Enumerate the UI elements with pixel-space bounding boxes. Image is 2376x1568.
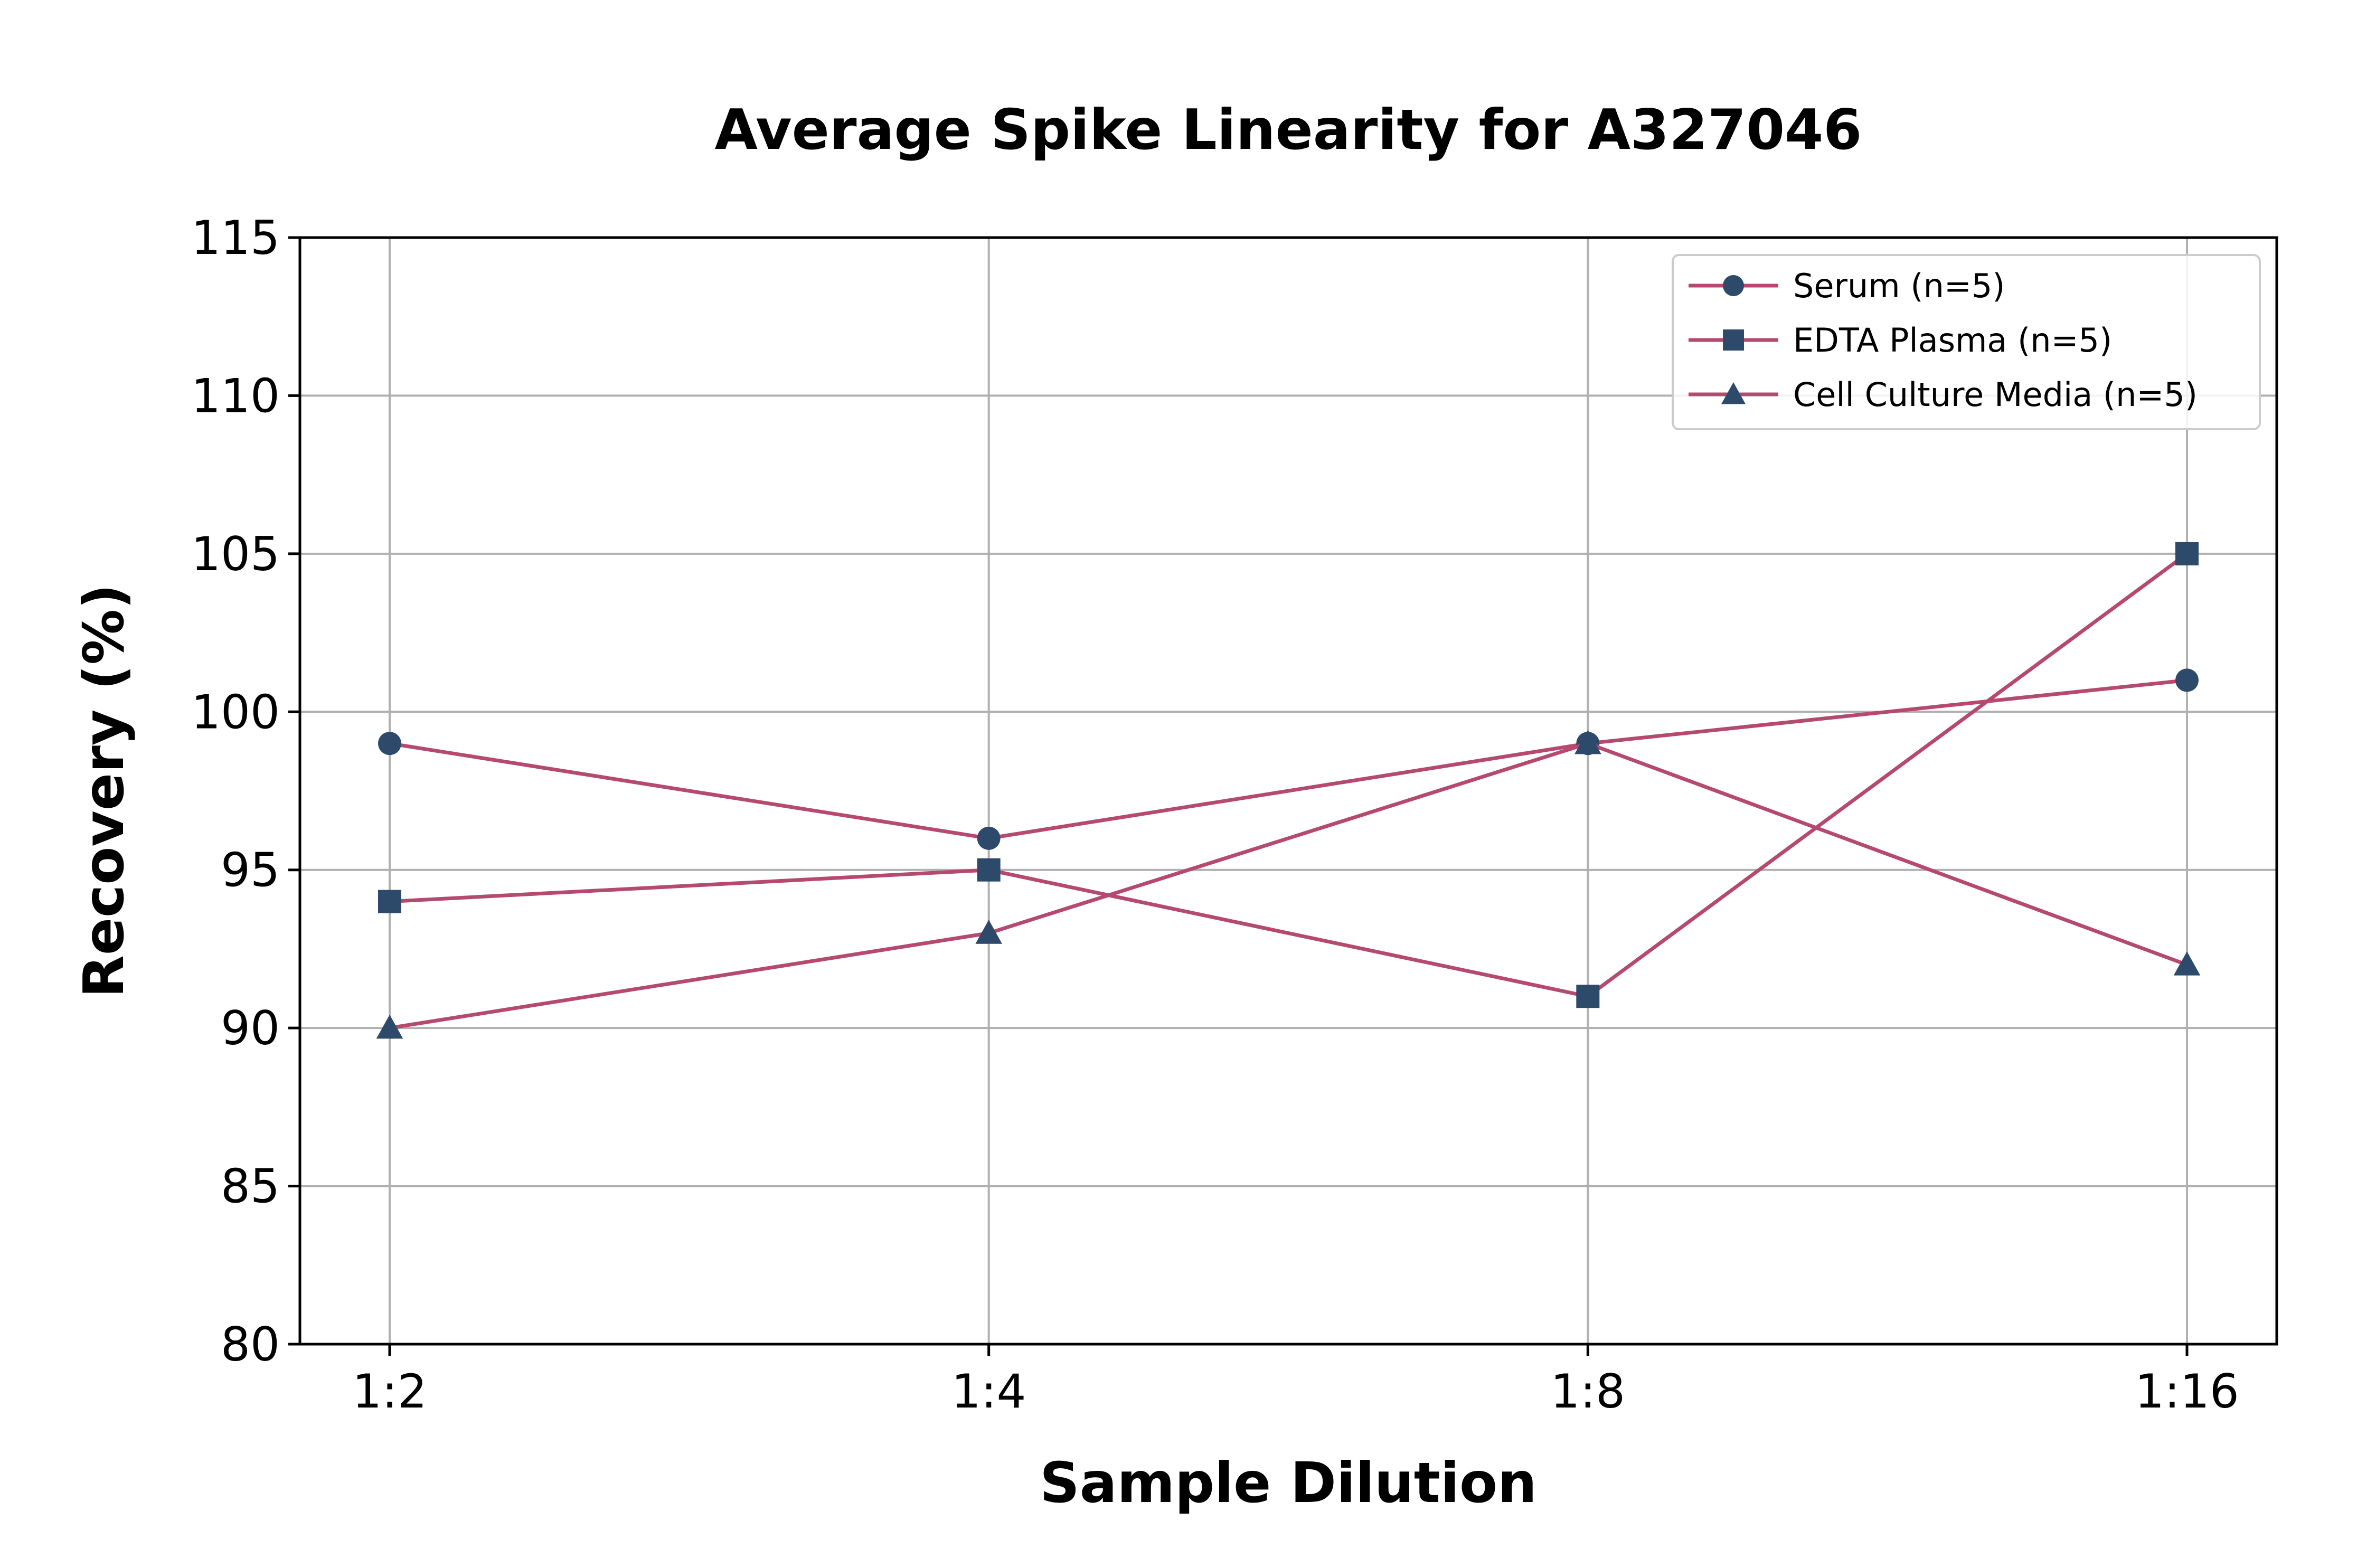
data-point	[378, 732, 401, 755]
series-2	[376, 730, 2201, 1039]
x-tick-label: 1:16	[2135, 1364, 2239, 1419]
data-point	[1574, 730, 1601, 754]
y-tick-label: 80	[221, 1317, 280, 1372]
y-tick-label: 95	[221, 843, 280, 898]
legend-entry: EDTA Plasma (n=5)	[1689, 321, 2112, 360]
x-axis-label: Sample Dilution	[1040, 1451, 1537, 1515]
legend-entry: Serum (n=5)	[1689, 267, 2005, 305]
series-line	[389, 741, 2188, 1030]
y-tick-label: 100	[191, 685, 280, 739]
y-tick-label: 110	[191, 369, 280, 423]
x-tick-label: 1:8	[1551, 1364, 1626, 1419]
data-point	[1576, 985, 1600, 1008]
chart-title: Average Spike Linearity for A327046	[715, 98, 1862, 162]
data-point	[378, 890, 401, 913]
x-tick-label: 1:4	[951, 1364, 1026, 1419]
axis-ticks: 80 85 90 95 100 105 110 115 1:2 1:4 1:8 1:16	[191, 211, 2239, 1419]
data-point	[2175, 668, 2199, 692]
y-tick-label: 105	[191, 527, 280, 581]
data-point	[975, 920, 1002, 944]
legend-marker	[1721, 382, 1746, 404]
data-point	[977, 826, 1001, 850]
legend-label: EDTA Plasma (n=5)	[1793, 321, 2112, 360]
data-point	[2173, 951, 2201, 976]
data-point	[977, 858, 1001, 882]
legend-marker	[1723, 275, 1744, 296]
y-axis-label: Recovery (%)	[72, 584, 136, 998]
data-point	[2175, 542, 2199, 565]
data-point	[376, 1014, 403, 1039]
series-line	[389, 552, 2189, 998]
series-1	[378, 542, 2199, 1008]
legend-marker	[1723, 329, 1744, 351]
y-tick-label: 90	[221, 1001, 280, 1055]
y-tick-label: 85	[221, 1159, 280, 1214]
legend-box	[1672, 254, 2261, 430]
legend-entry: Cell Culture Media (n=5)	[1689, 375, 2198, 414]
legend-label: Serum (n=5)	[1793, 267, 2005, 305]
legend: Serum (n=5) EDTA Plasma (n=5) Cell Culture…	[1672, 254, 2261, 430]
y-tick-label: 115	[191, 211, 280, 265]
series-layer	[376, 542, 2201, 1039]
plot-frame	[298, 236, 2278, 1346]
series-line	[389, 678, 2188, 840]
legend-label: Cell Culture Media (n=5)	[1793, 375, 2198, 414]
x-tick-label: 1:2	[352, 1364, 427, 1419]
